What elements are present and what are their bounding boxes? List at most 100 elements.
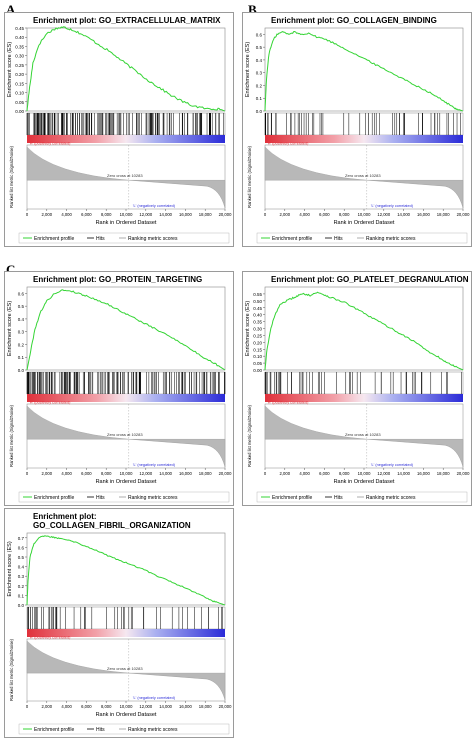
negatively-correlated-label: 'L' (negatively correlated): [133, 463, 176, 467]
positively-correlated-label: 'H' (positively correlated): [29, 142, 71, 146]
y-tick-label: 0.1: [18, 355, 25, 360]
enrichment-profile-line: [26, 26, 226, 112]
x-tick-label: 12,000: [139, 704, 152, 709]
es-plot-frame: [26, 532, 226, 606]
y-tick-label: 0.7: [18, 536, 25, 541]
x-tick-label: 10,000: [120, 471, 133, 476]
legend-label-hits: Hits: [334, 495, 343, 501]
legend-label-metric: Ranking metric scores: [128, 727, 178, 733]
gsea-chart-svg: Enrichment plot: GO_PROTEIN_TARGETING 0.6…: [7, 275, 232, 503]
x-tick-label: 18,000: [199, 471, 212, 476]
panel-letter-a: A: [6, 2, 16, 17]
x-tick-label: 6,000: [319, 212, 330, 217]
x-tick-label: 16,000: [417, 212, 430, 217]
y-tick-label: 0.5: [256, 45, 263, 50]
y-tick-label: 0.3: [18, 330, 25, 335]
y-tick-label: 0.1: [18, 593, 25, 598]
x-tick-label: 10,000: [120, 704, 133, 709]
x-tick-label: 0: [26, 212, 29, 217]
y-tick-label: 0.2: [18, 584, 25, 589]
ranking-color-bar: [27, 135, 225, 143]
y-tick-label: 0.1: [256, 96, 263, 101]
gsea-panel-collagen-binding: Enrichment plot: GO_COLLAGEN_BINDING 0.6 0…: [242, 12, 472, 247]
ranking-metric-area: [26, 405, 226, 468]
x-tick-label: 6,000: [81, 212, 92, 217]
x-tick-label: 4,000: [61, 471, 72, 476]
x-tick-label: 0: [26, 704, 29, 709]
ranking-metric-area: [26, 640, 226, 701]
chart-title: Enrichment plot:: [33, 512, 97, 521]
x-tick-label: 18,000: [199, 704, 212, 709]
y-axis-label-metric: Ranked list metric (Signal2Noise): [9, 145, 14, 208]
zero-cross-label: Zero cross at 10283: [345, 432, 381, 437]
ranking-metric-area: [264, 146, 464, 209]
enrichment-profile-line: [26, 535, 226, 606]
x-tick-label: 8,000: [101, 704, 112, 709]
legend-label-profile: Enrichment profile: [272, 236, 313, 242]
y-tick-label: 0.4: [18, 317, 25, 322]
x-tick-label: 2,000: [42, 704, 53, 709]
x-tick-label: 12,000: [377, 212, 390, 217]
x-tick-label: 10,000: [120, 212, 133, 217]
zero-cross-label: Zero cross at 10283: [107, 173, 143, 178]
positively-correlated-label: 'H' (positively correlated): [267, 142, 309, 146]
legend-label-metric: Ranking metric scores: [128, 495, 178, 501]
x-tick-label: 0: [26, 471, 29, 476]
gsea-chart-svg: Enrichment plot:GO_COLLAGEN_FIBRIL_ORGAN…: [7, 512, 232, 735]
x-tick-label: 20,000: [219, 471, 232, 476]
y-tick-label: 0.40: [15, 35, 24, 40]
chart-title: Enrichment plot: GO_PLATELET_DEGRANULATI…: [271, 275, 469, 284]
x-tick-label: 14,000: [397, 471, 410, 476]
positively-correlated-label: 'H' (positively correlated): [29, 401, 71, 405]
y-tick-label: 0.00: [15, 109, 24, 114]
x-tick-label: 12,000: [377, 471, 390, 476]
x-tick-label: 4,000: [61, 212, 72, 217]
hits-frame: [26, 371, 226, 395]
x-axis-label: Rank in Ordered Dataset: [334, 479, 395, 485]
x-tick-label: 18,000: [437, 212, 450, 217]
x-tick-label: 6,000: [81, 471, 92, 476]
x-tick-label: 0: [264, 212, 267, 217]
y-tick-label: 0.50: [253, 299, 262, 304]
ranking-metric-area: [264, 405, 464, 468]
y-tick-label: 0.10: [15, 91, 24, 96]
y-tick-label: 0.0: [256, 109, 263, 114]
x-tick-label: 14,000: [159, 704, 172, 709]
gsea-panel-extracellular-matrix: Enrichment plot: GO_EXTRACELLULAR_MATRIX…: [4, 12, 234, 247]
y-tick-label: 0.35: [253, 320, 262, 325]
x-tick-label: 2,000: [42, 212, 53, 217]
y-tick-label: 0.5: [18, 304, 25, 309]
x-tick-label: 20,000: [219, 212, 232, 217]
panel-letter-b: B: [248, 2, 257, 17]
gsea-panel-protein-targeting: Enrichment plot: GO_PROTEIN_TARGETING 0.6…: [4, 271, 234, 506]
x-tick-label: 18,000: [199, 212, 212, 217]
legend-label-profile: Enrichment profile: [34, 236, 75, 242]
hits-frame: [264, 371, 464, 395]
legend-label-hits: Hits: [96, 236, 105, 242]
gsea-chart-svg: Enrichment plot: GO_PLATELET_DEGRANULATI…: [245, 275, 470, 503]
legend-label-hits: Hits: [96, 495, 105, 501]
es-plot-frame: [264, 27, 464, 112]
x-tick-label: 16,000: [179, 471, 192, 476]
x-tick-label: 4,000: [299, 471, 310, 476]
y-tick-label: 0.45: [15, 26, 24, 31]
y-tick-label: 0.10: [253, 354, 262, 359]
y-tick-label: 0.25: [253, 333, 262, 338]
y-axis-label-es: Enrichment score (ES): [7, 42, 13, 97]
x-tick-label: 16,000: [179, 704, 192, 709]
x-tick-label: 20,000: [457, 471, 470, 476]
x-tick-label: 12,000: [139, 212, 152, 217]
y-tick-label: 0.25: [15, 63, 24, 68]
y-tick-label: 0.3: [256, 71, 263, 76]
y-axis-label-es: Enrichment score (ES): [7, 301, 13, 356]
y-tick-label: 0.35: [15, 44, 24, 49]
x-tick-label: 4,000: [299, 212, 310, 217]
x-tick-label: 18,000: [437, 471, 450, 476]
y-tick-label: 0.4: [18, 565, 25, 570]
enrichment-profile-line: [264, 30, 464, 112]
positively-correlated-label: 'H' (positively correlated): [29, 636, 71, 640]
x-tick-label: 6,000: [81, 704, 92, 709]
x-axis-label: Rank in Ordered Dataset: [334, 220, 395, 226]
x-tick-label: 16,000: [179, 212, 192, 217]
y-tick-label: 0.6: [256, 32, 263, 37]
